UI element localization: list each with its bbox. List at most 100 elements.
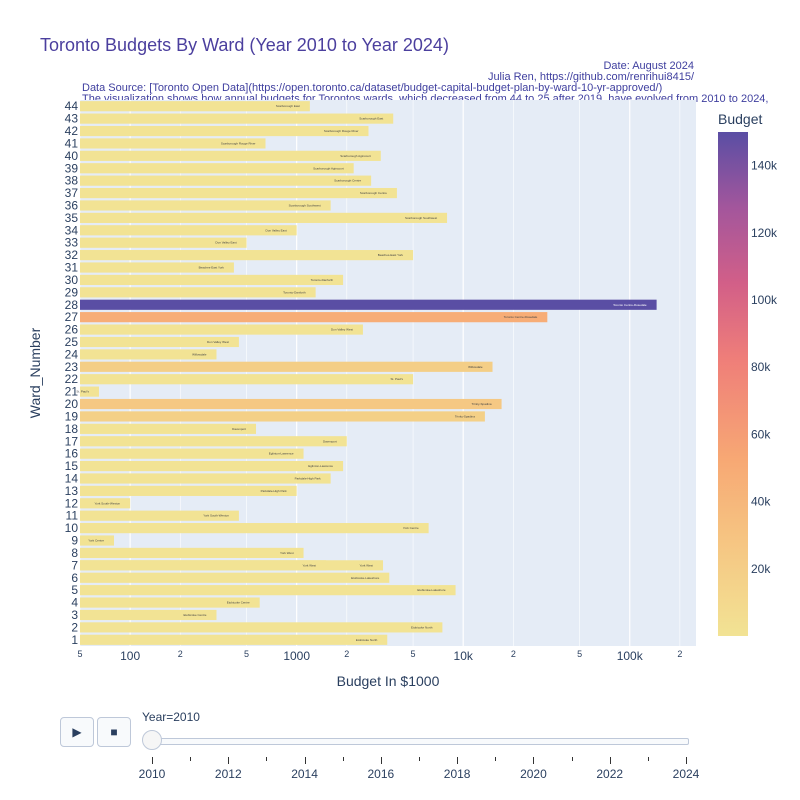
y-axis-title: Ward_Number [27, 327, 43, 418]
x-tick-label: 5 [411, 649, 416, 659]
bar-label: Etobicoke-Lakeshore [351, 576, 380, 580]
slider-tick [342, 757, 344, 761]
bar [80, 212, 448, 223]
chart-title: Toronto Budgets By Ward (Year 2010 to Ye… [40, 35, 449, 55]
slider-current-value: Year=2010 [142, 710, 200, 724]
y-tick-label: 21 [65, 385, 79, 399]
bar [80, 262, 234, 273]
bar-label: Trinity-Spadina [455, 414, 475, 418]
bar-label: Beaches-East York [199, 266, 225, 270]
bar [80, 237, 247, 248]
slider-tick-label: 2020 [520, 767, 547, 781]
x-tick-label: 100 [120, 649, 140, 663]
y-tick-label: 15 [65, 459, 79, 473]
bars: Etobicoke North Etobicoke North Etobicoke … [76, 101, 657, 645]
bar-label: Don Valley East [215, 241, 236, 245]
bar-label: Parkdale-High Park [261, 489, 288, 493]
bar-label: York Centre [88, 539, 104, 543]
year-slider-handle[interactable] [142, 730, 162, 750]
colorbar-ticks: 20k 40k 60k 80k 100k 120k 140k [751, 159, 778, 576]
slider-tick [609, 757, 611, 764]
bar-label: Eglinton-Lawrence [308, 464, 333, 468]
x-tick-label: 2 [344, 649, 349, 659]
bar-label: York West [302, 563, 316, 567]
slider-tick [228, 757, 230, 764]
bar [80, 436, 347, 447]
bar-label: Eglinton-Lawrence [269, 452, 294, 456]
slider-tick-label: 2012 [214, 767, 242, 781]
bar-label: Toronto-Danforth [283, 290, 306, 294]
y-tick-label: 36 [65, 198, 79, 212]
bar-label: Scarborough East [276, 104, 300, 108]
bar-label: St. Paul's [390, 377, 403, 381]
slider-tick-label: 2010 [138, 767, 166, 781]
bar [80, 299, 657, 310]
bar [80, 187, 397, 199]
bar [80, 101, 310, 112]
y-tick-label: 37 [65, 186, 79, 200]
y-tick-label: 39 [65, 161, 79, 175]
x-tick-label: 5 [577, 649, 582, 659]
slider-tick [380, 757, 382, 764]
date-annotation: Date: August 2024 [603, 60, 694, 72]
slider-tick [457, 757, 459, 764]
bar [80, 411, 485, 422]
bar [80, 523, 429, 534]
bar [80, 349, 217, 360]
y-tick-label: 13 [65, 484, 79, 498]
bar-label: York Centre [403, 526, 419, 530]
slider-tick [152, 757, 153, 764]
bar [80, 398, 502, 410]
bar [80, 250, 414, 261]
y-tick-label: 30 [65, 273, 79, 287]
bar-label: Scarborough Southwest [289, 203, 321, 207]
play-button[interactable]: ▶ [60, 717, 94, 747]
bar-label: Willowdale [192, 352, 207, 356]
y-tick-label: 7 [71, 558, 78, 572]
bar-label: St. Paul's [76, 390, 89, 394]
y-tick-label: 25 [65, 335, 79, 349]
y-tick-label: 26 [65, 323, 79, 337]
slider-tick [495, 757, 497, 761]
bar-label: York West [359, 563, 373, 567]
y-tick-label: 24 [65, 347, 79, 361]
y-tick-label: 5 [71, 583, 78, 597]
y-tick-labels: 1234567891011121314151617181920212223242… [65, 99, 79, 647]
y-tick-label: 2 [71, 620, 78, 634]
bar [80, 547, 304, 559]
bar [80, 498, 131, 509]
colorbar-tick-label: 20k [751, 562, 771, 576]
slider-tick [686, 757, 687, 764]
x-tick-label: 2 [178, 649, 183, 659]
bar [80, 361, 493, 372]
author-annotation: Julia Ren, https://github.com/renrihui84… [488, 71, 695, 83]
colorbar [718, 132, 748, 636]
bar [80, 150, 381, 161]
x-tick-label: 5 [77, 649, 82, 659]
slider-tick-label: 2018 [443, 767, 471, 781]
bar [80, 374, 414, 385]
bar-label: Scarborough Agincourt [340, 154, 371, 158]
colorbar-title: Budget [718, 111, 762, 127]
bar [80, 200, 331, 211]
colorbar-tick-label: 60k [751, 427, 771, 441]
year-slider-track[interactable] [152, 738, 689, 745]
bar-label: Toronto-Danforth [311, 278, 334, 282]
bar [80, 113, 394, 124]
bar-label: Don Valley West [331, 328, 353, 332]
colorbar-tick-label: 80k [751, 360, 771, 374]
slider-tick [647, 757, 649, 761]
bar-label: Scarborough Southwest [405, 216, 437, 220]
y-tick-label: 27 [65, 310, 79, 324]
bar [80, 274, 344, 286]
play-icon: ▶ [72, 725, 82, 739]
bar-label: York West [280, 551, 294, 555]
y-tick-label: 23 [65, 360, 79, 374]
bar [80, 473, 331, 484]
bar [80, 163, 354, 174]
bar [80, 175, 372, 186]
stop-button[interactable]: ■ [97, 717, 131, 747]
y-tick-label: 8 [71, 546, 78, 560]
y-tick-label: 43 [65, 112, 79, 126]
